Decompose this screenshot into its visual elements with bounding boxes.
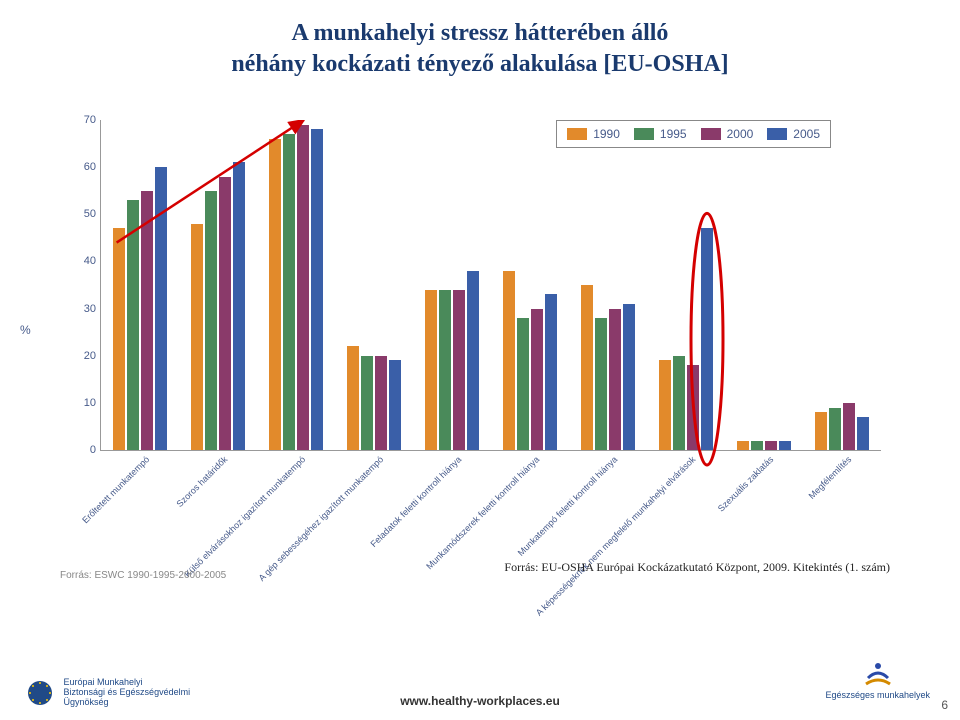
bar — [191, 224, 203, 450]
bar — [219, 177, 231, 450]
bar-group: Munkamódszerek feletti kontroll hiánya — [503, 120, 557, 450]
bar — [389, 360, 401, 450]
title-line-1: A munkahelyi stressz hátterében álló — [292, 20, 669, 46]
x-label: Szoros határidők — [174, 454, 229, 509]
bar — [113, 228, 125, 450]
x-label: Feladatok feletti kontroll hiánya — [369, 454, 464, 549]
bar — [857, 417, 869, 450]
left-logo-line1: Európai Munkahelyi — [64, 677, 143, 687]
bar — [283, 134, 295, 450]
bar — [297, 125, 309, 450]
bar — [375, 356, 387, 450]
bar — [531, 309, 543, 450]
bar — [737, 441, 749, 450]
left-logo-line3: Ügynökség — [64, 697, 109, 707]
bar — [779, 441, 791, 450]
plot-area: 1990199520002005 010203040506070Erőltete… — [100, 120, 881, 451]
eu-osha-logo: Európai Munkahelyi Biztonsági és Egészsé… — [25, 678, 190, 708]
bar-group: Megfélemlítés — [815, 120, 869, 450]
title-line-2: néhány kockázati tényező alakulása [EU-O… — [231, 51, 728, 77]
bar — [517, 318, 529, 450]
y-tick: 0 — [71, 444, 96, 456]
bar — [623, 304, 635, 450]
bar — [141, 191, 153, 450]
bar — [269, 139, 281, 450]
legend-swatch — [634, 128, 654, 140]
bar — [155, 167, 167, 450]
bar — [467, 271, 479, 450]
x-label: A gép sebességéhez igazított munkatempó — [257, 454, 386, 583]
healthy-workplaces-logo: Egészséges munkahelyek — [825, 658, 930, 700]
bar — [595, 318, 607, 450]
right-logo-text: Egészséges munkahelyek — [825, 690, 930, 700]
y-tick: 50 — [71, 208, 96, 220]
y-tick: 70 — [71, 114, 96, 126]
bar — [361, 356, 373, 450]
chart-container: % 1990199520002005 010203040506070Erőlte… — [60, 110, 900, 550]
y-tick: 20 — [71, 350, 96, 362]
bar — [205, 191, 217, 450]
footer-url: www.healthy-workplaces.eu — [400, 694, 560, 708]
bar — [701, 228, 713, 450]
bar-group: Munkatempó feletti kontroll hiánya — [581, 120, 635, 450]
bar — [609, 309, 621, 450]
bar — [765, 441, 777, 450]
footer: Európai Munkahelyi Biztonsági és Egészsé… — [0, 660, 960, 720]
bar-group: Szoros határidők — [191, 120, 245, 450]
page-number: 6 — [941, 698, 948, 712]
bar — [751, 441, 763, 450]
citation-text: Forrás: EU-OSHA Európai Kockázatkutató K… — [504, 560, 890, 575]
bar-group: A gép sebességéhez igazított munkatempó — [347, 120, 401, 450]
bar — [127, 200, 139, 450]
x-label: Szexuális zaklatás — [716, 454, 775, 513]
bar — [843, 403, 855, 450]
bar — [829, 408, 841, 450]
bar — [545, 294, 557, 450]
x-label: Külső elvárásokhoz igazított munkatempó — [182, 454, 307, 579]
bar-group: A képességeknek nem megfelelő munkahelyi… — [659, 120, 713, 450]
bar — [815, 412, 827, 450]
x-label: Erőltetett munkatempó — [80, 454, 151, 525]
bar-group: Szexuális zaklatás — [737, 120, 791, 450]
bar-group: Külső elvárásokhoz igazított munkatempó — [269, 120, 323, 450]
bar-group: Feladatok feletti kontroll hiánya — [425, 120, 479, 450]
bar — [347, 346, 359, 450]
bar — [503, 271, 515, 450]
bar — [659, 360, 671, 450]
bar — [453, 290, 465, 450]
bar — [687, 365, 699, 450]
y-tick: 60 — [71, 161, 96, 173]
bar — [673, 356, 685, 450]
x-label: Megfélemlítés — [807, 454, 854, 501]
y-tick: 30 — [71, 303, 96, 315]
y-tick: 40 — [71, 255, 96, 267]
bar — [233, 162, 245, 450]
bar — [425, 290, 437, 450]
y-axis-label: % — [20, 323, 31, 337]
bar — [439, 290, 451, 450]
y-tick: 10 — [71, 397, 96, 409]
slide-title: A munkahelyi stressz hátterében álló néh… — [0, 0, 960, 90]
left-logo-line2: Biztonsági és Egészségvédelmi — [64, 687, 191, 697]
x-label: A képességeknek nem megfelelő munkahelyi… — [534, 454, 697, 617]
bar — [311, 129, 323, 450]
chart-source-note: Forrás: ESWC 1990-1995-2000-2005 — [60, 570, 226, 581]
bar-group: Erőltetett munkatempó — [113, 120, 167, 450]
bar — [581, 285, 593, 450]
